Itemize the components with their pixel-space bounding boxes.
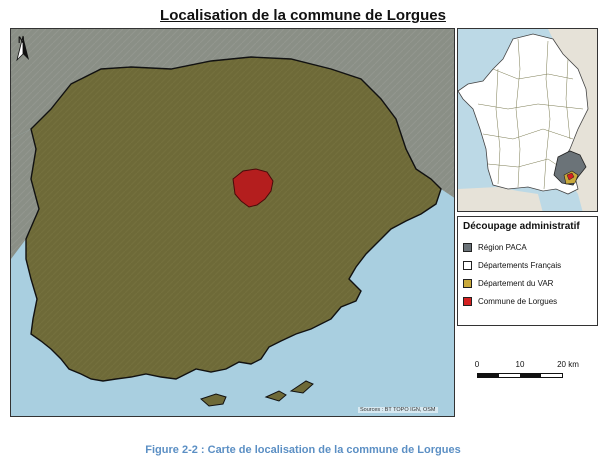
scale-seg	[499, 374, 520, 377]
neighbouring-land	[11, 29, 454, 198]
inset-spain	[458, 187, 543, 211]
scale-seg	[478, 374, 499, 377]
scale-bar-body	[477, 373, 563, 378]
scale-bar: 0 10 20 km	[472, 360, 584, 384]
legend: Découpage administratif Région PACA Dépa…	[457, 216, 598, 326]
legend-swatch-departements	[463, 260, 472, 270]
legend-label: Commune de Lorgues	[478, 296, 558, 306]
legend-item-departements: Départements Français	[463, 256, 592, 274]
scale-seg	[541, 374, 562, 377]
island-port-cros	[264, 390, 287, 402]
commune-lorgues[interactable]	[232, 168, 274, 208]
main-map-canvas	[11, 29, 454, 416]
legend-item-region-paca: Région PACA	[463, 238, 592, 256]
north-label: N	[18, 35, 25, 45]
legend-swatch-lorgues	[463, 296, 472, 306]
north-arrow-icon	[16, 35, 29, 62]
island-porquerolles	[200, 393, 227, 407]
scale-label-10: 10	[515, 360, 525, 369]
map-title: Localisation de la commune de Lorgues	[160, 7, 446, 24]
scale-label-20: 20 km	[557, 360, 579, 369]
island-levant	[289, 380, 314, 394]
scale-label-0: 0	[474, 360, 480, 369]
legend-item-lorgues: Commune de Lorgues	[463, 292, 592, 310]
inset-map-france[interactable]	[457, 28, 598, 212]
inset-france	[458, 33, 589, 195]
legend-label: Département du VAR	[478, 278, 554, 288]
legend-swatch-var	[463, 278, 472, 288]
legend-swatch-region-paca	[463, 242, 472, 252]
figure-caption: Figure 2-2 : Carte de localisation de la…	[145, 444, 461, 456]
inset-region-paca	[553, 150, 587, 186]
legend-item-var: Département du VAR	[463, 274, 592, 292]
legend-label: Région PACA	[478, 242, 527, 252]
scale-seg	[520, 374, 541, 377]
inset-department-borders	[477, 38, 584, 190]
legend-title: Découpage administratif	[463, 221, 580, 232]
legend-label: Départements Français	[478, 260, 562, 270]
inset-lorgues	[566, 172, 575, 181]
main-map[interactable]	[10, 28, 455, 417]
inset-map-canvas	[458, 29, 597, 211]
var-department	[25, 56, 442, 382]
neighbouring-land-west	[11, 129, 39, 259]
sources-text: Sources : BT TOPO IGN, OSM	[358, 407, 438, 413]
